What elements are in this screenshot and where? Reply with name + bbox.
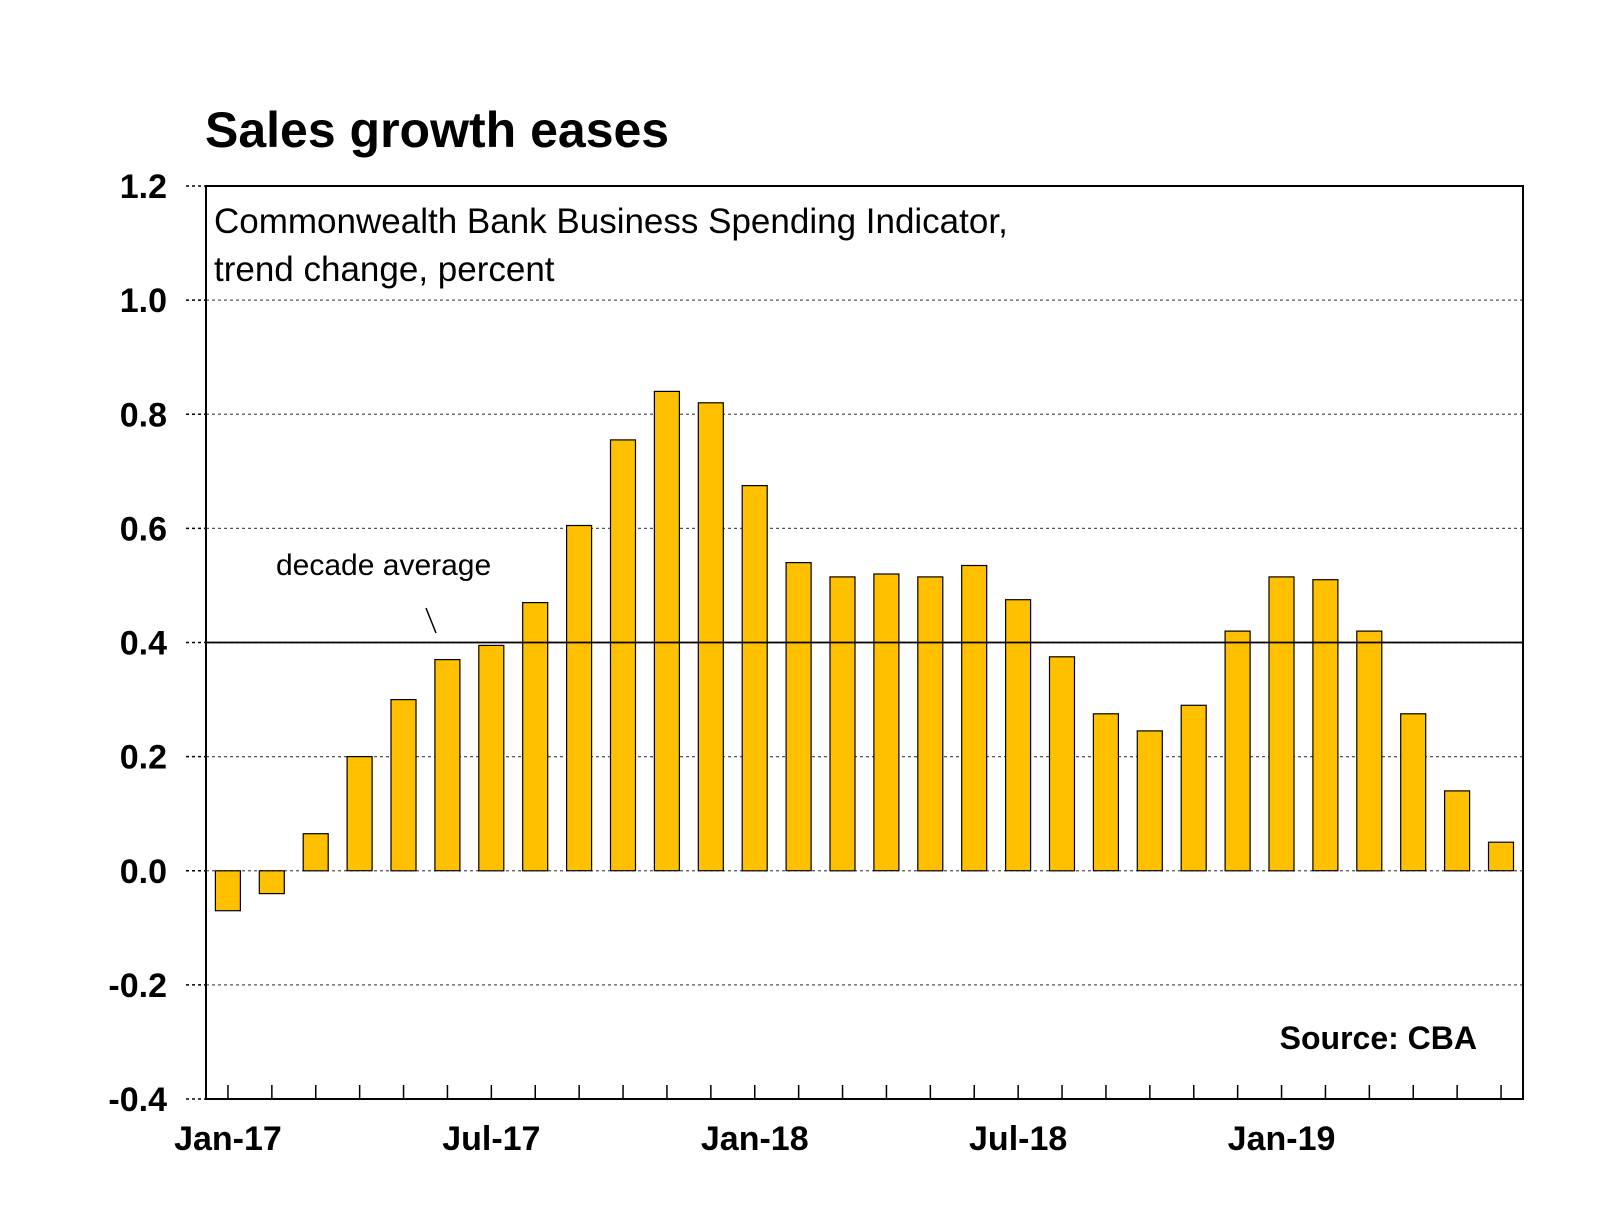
bar — [785, 561, 812, 872]
bar — [1136, 730, 1163, 872]
x-axis-ticks: Jan-17 Jul-17 Jan-18 Jul-18 Jan-19 — [174, 1085, 1502, 1158]
bar — [565, 524, 593, 872]
bar — [1400, 713, 1427, 872]
bar — [434, 658, 461, 872]
y-tick-label: 0.6 — [120, 510, 167, 548]
bar — [214, 870, 241, 912]
y-tick-label: 0.2 — [120, 739, 167, 777]
chart-subtitle-line-1: Commonwealth Bank Business Spending Indi… — [214, 202, 1008, 241]
bar — [1443, 790, 1471, 872]
source-note: Source: CBA — [1280, 1020, 1477, 1056]
y-tick-label: 0.4 — [120, 625, 167, 663]
bar — [609, 439, 637, 872]
x-tick-label: Jul-17 — [442, 1120, 540, 1158]
x-tick-label: Jul-18 — [969, 1120, 1067, 1158]
bar — [1356, 630, 1383, 872]
reference-line-label: decade average — [276, 549, 491, 582]
y-tick-label: 0.8 — [120, 396, 167, 434]
bar — [741, 485, 768, 872]
y-tick-label: -0.4 — [108, 1081, 167, 1119]
bar — [829, 576, 856, 872]
bar — [1268, 576, 1295, 872]
annotation-leader-line — [425, 607, 437, 634]
bar — [653, 390, 681, 872]
bar — [1487, 841, 1515, 872]
bar — [1312, 579, 1339, 872]
bar — [1048, 656, 1076, 872]
bar — [873, 573, 900, 872]
bar — [302, 833, 329, 872]
chart-title: Sales growth eases — [205, 102, 669, 158]
x-tick-label: Jan-17 — [174, 1120, 282, 1158]
y-tick-label: -0.2 — [108, 967, 167, 1005]
bar — [961, 564, 988, 872]
x-tick-label: Jan-19 — [1228, 1120, 1336, 1158]
bar — [390, 698, 417, 872]
x-tick-label: Jan-18 — [701, 1120, 809, 1158]
bar — [478, 644, 505, 872]
bar — [1224, 630, 1251, 872]
bar — [1180, 704, 1207, 872]
bar — [258, 870, 285, 895]
y-tick-label: 1.2 — [120, 168, 167, 206]
bar — [346, 755, 373, 872]
bar — [917, 576, 944, 872]
bar — [1004, 599, 1032, 872]
bar — [522, 601, 549, 872]
bar — [1092, 713, 1120, 872]
bars — [214, 390, 1515, 912]
y-tick-label: 0.0 — [120, 853, 167, 891]
y-axis-ticks: 1.2 1.0 0.8 0.6 0.4 0.2 0.0 -0.2 -0.4 — [108, 168, 206, 1119]
chart-subtitle-line-2: trend change, percent — [214, 250, 555, 289]
bar — [697, 402, 724, 872]
y-tick-label: 1.0 — [120, 282, 167, 320]
